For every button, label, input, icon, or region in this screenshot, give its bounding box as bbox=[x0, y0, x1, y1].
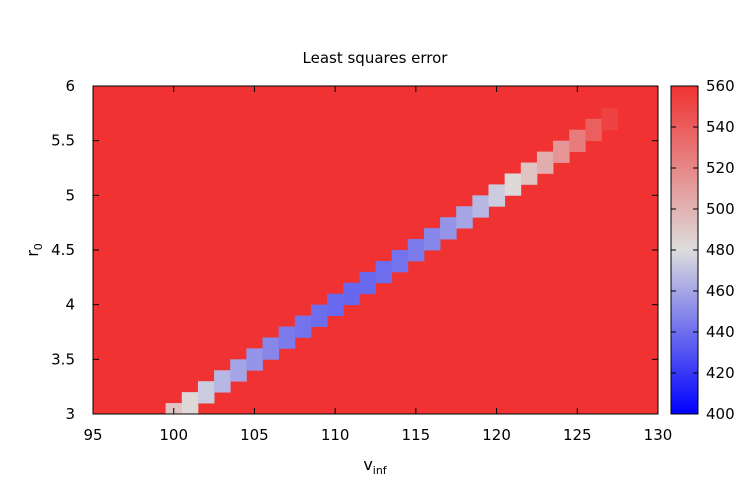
x-tick-label: 95 bbox=[83, 426, 102, 444]
x-tick-label: 110 bbox=[321, 426, 350, 444]
heatmap-cell bbox=[472, 206, 489, 218]
x-tick-label: 130 bbox=[644, 426, 673, 444]
heatmap-cell bbox=[585, 118, 602, 131]
heatmap-cell bbox=[585, 129, 602, 142]
colorbar-ticks: 400 420 440 460 480 500 520 540 560 bbox=[671, 77, 735, 423]
heatmap-cell bbox=[343, 282, 360, 295]
colorbar-tick-label: 560 bbox=[706, 77, 735, 95]
colorbar-tick-label: 400 bbox=[706, 405, 735, 423]
heatmap-cell bbox=[294, 315, 312, 327]
heatmap-cell bbox=[423, 228, 441, 240]
colorbar-tick-label: 500 bbox=[706, 200, 735, 218]
heatmap-cell bbox=[327, 293, 344, 306]
x-axis-label-main: v bbox=[363, 455, 372, 474]
x-tick-label: 125 bbox=[563, 426, 592, 444]
y-axis-label: r0 bbox=[23, 243, 45, 257]
y-axis-label-main: r bbox=[23, 250, 42, 257]
x-tick-label: 120 bbox=[482, 426, 511, 444]
heatmap-cell bbox=[553, 151, 570, 163]
heatmap-cell bbox=[230, 359, 247, 371]
x-axis-label: vinf bbox=[363, 455, 387, 477]
x-axis-ticks: 95 100 105 110 115 120 125 130 bbox=[83, 86, 672, 444]
heatmap-cell bbox=[214, 381, 231, 393]
heatmap-cell bbox=[569, 129, 586, 142]
heatmap-cell bbox=[181, 392, 199, 404]
heatmap-cell bbox=[456, 217, 473, 229]
heatmap-cell bbox=[407, 239, 425, 251]
heatmap-cell bbox=[504, 173, 522, 185]
heatmap-cell bbox=[359, 271, 376, 284]
heatmap-cell bbox=[520, 162, 538, 174]
heatmap-cell bbox=[504, 184, 522, 196]
heatmap-cell bbox=[456, 206, 473, 218]
heatmap-cell bbox=[488, 195, 506, 207]
heatmap-cell bbox=[246, 359, 263, 371]
heatmap-cell bbox=[230, 370, 247, 382]
heatmap-cell bbox=[310, 304, 328, 316]
heatmap-cell bbox=[214, 370, 231, 382]
heatmap-cell bbox=[197, 392, 215, 404]
heatmap-cell bbox=[310, 315, 328, 327]
y-tick-label: 3 bbox=[65, 405, 75, 423]
heatmap-cell bbox=[472, 195, 489, 207]
x-tick-label: 100 bbox=[159, 426, 188, 444]
heatmap-cell bbox=[391, 250, 409, 262]
x-axis-label-sub: inf bbox=[373, 464, 388, 477]
heatmap-cell bbox=[569, 140, 586, 152]
y-tick-label: 5 bbox=[65, 186, 75, 204]
heatmap-cell bbox=[278, 337, 296, 349]
colorbar-tick-label: 460 bbox=[706, 282, 735, 300]
heatmap-cell bbox=[488, 184, 506, 196]
heatmap-cell bbox=[601, 107, 619, 120]
heatmap-cell bbox=[407, 250, 425, 262]
chart-title: Least squares error bbox=[303, 49, 449, 67]
heatmap-cell bbox=[536, 151, 554, 163]
heatmap-cell bbox=[359, 282, 376, 295]
heatmap-cell bbox=[262, 337, 280, 349]
colorbar-tick-label: 440 bbox=[706, 323, 735, 341]
heatmap-cells bbox=[165, 107, 619, 415]
heatmap-cell bbox=[197, 381, 215, 393]
colorbar-tick-label: 420 bbox=[706, 364, 735, 382]
heatmap-cell bbox=[520, 173, 538, 185]
heatmap-cell bbox=[262, 348, 280, 360]
plot-area bbox=[93, 86, 658, 414]
heatmap-cell bbox=[536, 162, 554, 174]
y-tick-label: 4 bbox=[65, 296, 75, 314]
heatmap-cell bbox=[440, 217, 457, 229]
x-tick-label: 115 bbox=[402, 426, 431, 444]
heatmap-cell bbox=[343, 293, 360, 306]
colorbar-tick-label: 480 bbox=[706, 241, 735, 259]
y-tick-label: 3.5 bbox=[51, 350, 75, 368]
heatmap-cell bbox=[423, 239, 441, 251]
heatmap-cell bbox=[601, 118, 619, 131]
heatmap-cell bbox=[246, 348, 263, 360]
y-tick-label: 5.5 bbox=[51, 132, 75, 150]
y-axis-ticks: 3 3.5 4 4.5 5 5.5 6 bbox=[51, 77, 658, 423]
heatmap-cell bbox=[440, 228, 457, 240]
colorbar-tick-label: 520 bbox=[706, 159, 735, 177]
x-tick-label: 105 bbox=[240, 426, 269, 444]
heatmap-cell bbox=[375, 260, 393, 273]
y-tick-label: 6 bbox=[65, 77, 75, 95]
heatmap-cell bbox=[391, 260, 409, 273]
heatmap-cell bbox=[327, 304, 344, 316]
y-axis-label-sub: 0 bbox=[32, 243, 45, 250]
heatmap-cell bbox=[278, 326, 296, 338]
colorbar-tick-label: 540 bbox=[706, 118, 735, 136]
heatmap-cell bbox=[553, 140, 570, 152]
heatmap-cell bbox=[294, 326, 312, 338]
y-tick-label: 4.5 bbox=[51, 241, 75, 259]
heatmap-cell bbox=[181, 403, 199, 415]
heatmap-cell bbox=[375, 271, 393, 284]
